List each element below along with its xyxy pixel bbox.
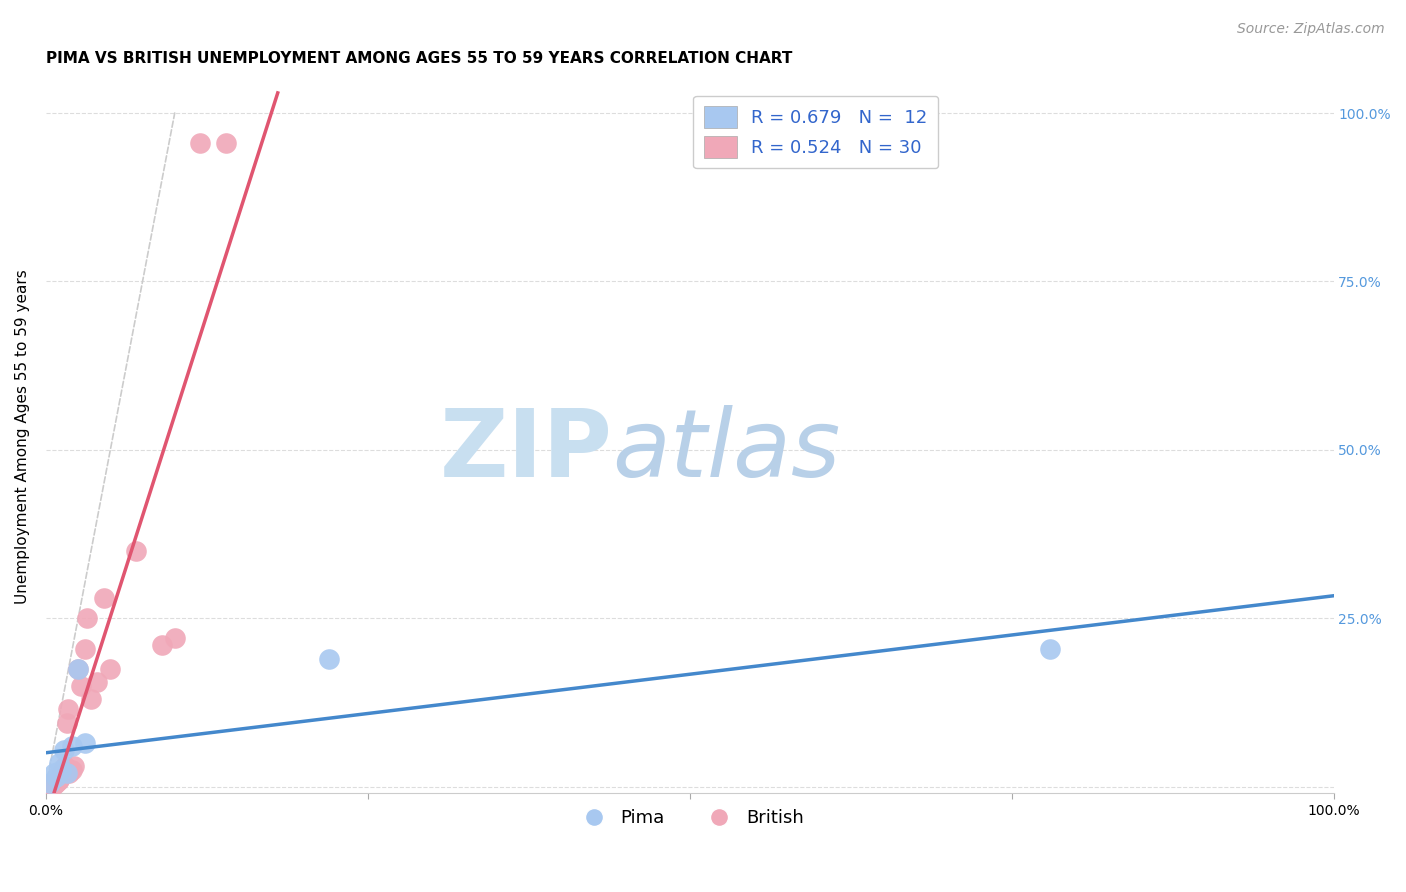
Y-axis label: Unemployment Among Ages 55 to 59 years: Unemployment Among Ages 55 to 59 years <box>15 269 30 604</box>
Point <box>69 679 91 693</box>
Point <box>163 632 186 646</box>
Point <box>318 651 340 665</box>
Point <box>42 766 65 780</box>
Text: PIMA VS BRITISH UNEMPLOYMENT AMONG AGES 55 TO 59 YEARS CORRELATION CHART: PIMA VS BRITISH UNEMPLOYMENT AMONG AGES … <box>46 51 793 66</box>
Point <box>46 774 69 789</box>
Point <box>73 736 96 750</box>
Point <box>42 778 65 792</box>
Point <box>60 763 83 777</box>
Point <box>60 739 83 754</box>
Text: ZIP: ZIP <box>440 405 613 497</box>
Point <box>80 692 103 706</box>
Point <box>58 766 80 780</box>
Point <box>38 776 60 790</box>
Point <box>73 641 96 656</box>
Point <box>38 778 60 792</box>
Legend: Pima, British: Pima, British <box>568 802 811 834</box>
Point <box>98 662 121 676</box>
Point <box>52 763 75 777</box>
Point <box>190 136 212 151</box>
Point <box>45 775 67 789</box>
Point <box>53 759 76 773</box>
Point <box>63 759 86 773</box>
Point <box>67 662 90 676</box>
Text: Source: ZipAtlas.com: Source: ZipAtlas.com <box>1237 22 1385 37</box>
Point <box>51 763 73 777</box>
Point <box>150 638 173 652</box>
Point <box>41 777 63 791</box>
Point <box>86 675 108 690</box>
Point <box>76 611 98 625</box>
Point <box>93 591 115 605</box>
Point <box>44 776 66 790</box>
Point <box>67 662 90 676</box>
Point <box>48 772 70 787</box>
Point <box>56 702 79 716</box>
Point <box>55 766 77 780</box>
Point <box>53 742 76 756</box>
Point <box>125 544 148 558</box>
Point <box>45 770 67 784</box>
Point <box>215 136 238 151</box>
Point <box>55 715 77 730</box>
Point <box>1039 641 1062 656</box>
Point <box>49 771 72 785</box>
Point <box>48 756 70 770</box>
Point <box>53 766 76 780</box>
Text: atlas: atlas <box>613 405 841 496</box>
Point <box>51 767 73 781</box>
